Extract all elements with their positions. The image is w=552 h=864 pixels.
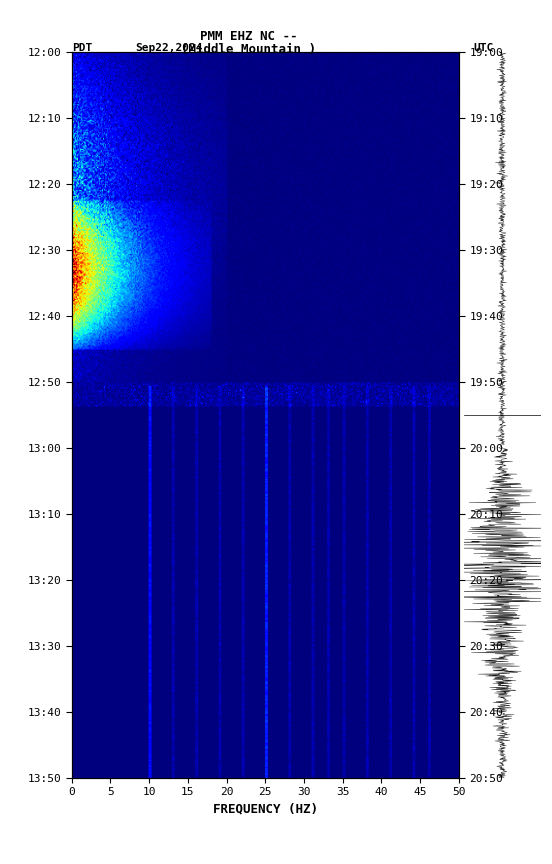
X-axis label: FREQUENCY (HZ): FREQUENCY (HZ): [213, 803, 318, 816]
Text: PDT: PDT: [72, 43, 92, 54]
Text: UTC: UTC: [473, 43, 493, 54]
Text: (Middle Mountain ): (Middle Mountain ): [181, 43, 316, 56]
Text: Sep22,2024: Sep22,2024: [135, 43, 203, 54]
Text: PMM EHZ NC --: PMM EHZ NC --: [200, 30, 297, 43]
